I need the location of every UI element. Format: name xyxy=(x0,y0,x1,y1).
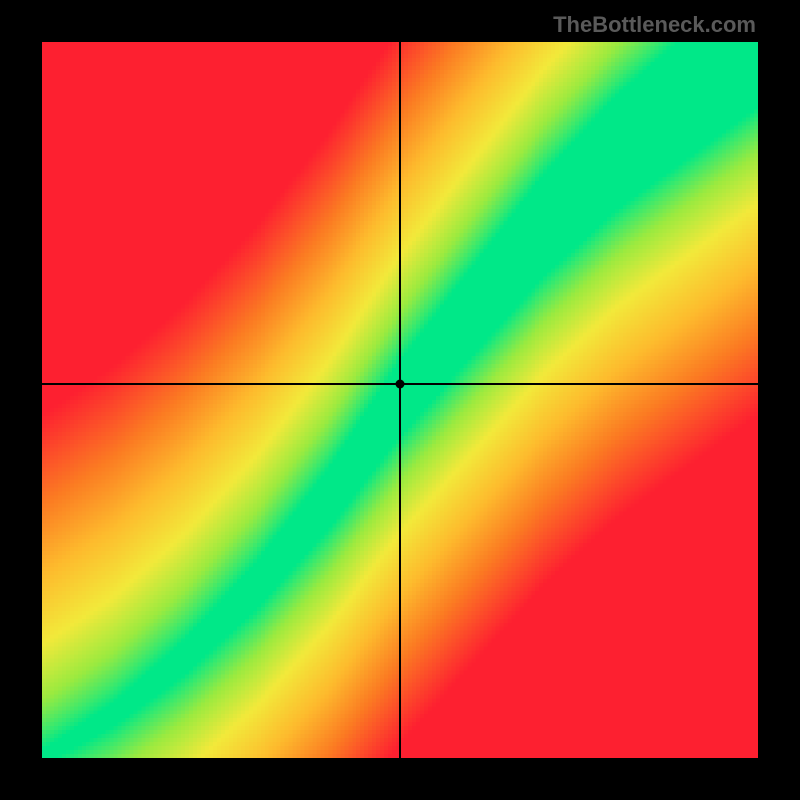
crosshair-vertical xyxy=(399,42,401,758)
chart-frame xyxy=(42,42,758,758)
crosshair-marker xyxy=(396,380,405,389)
watermark-text: TheBottleneck.com xyxy=(553,12,756,38)
